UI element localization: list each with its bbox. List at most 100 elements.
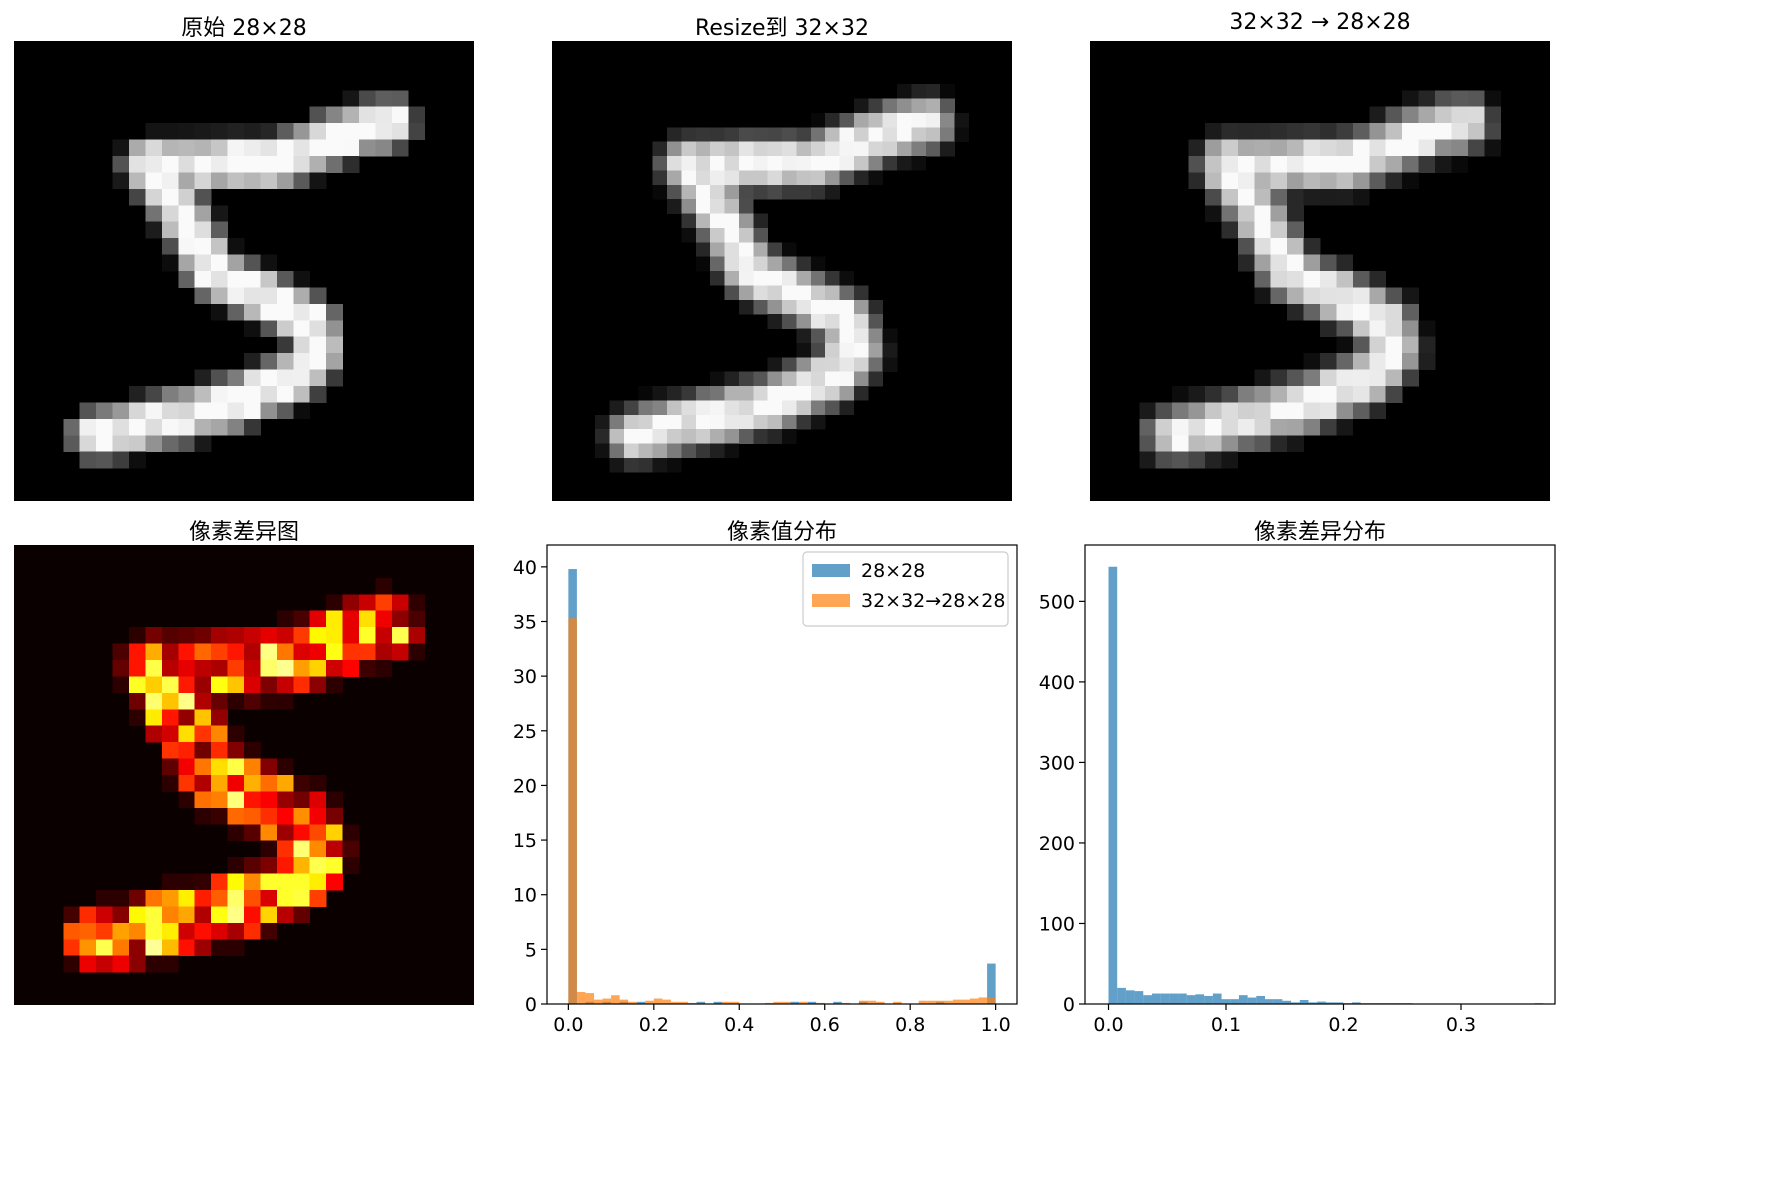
back-pixel bbox=[1468, 107, 1485, 124]
diff-pixel bbox=[228, 627, 245, 644]
resized-pixel bbox=[725, 199, 740, 214]
resized-pixel bbox=[725, 214, 740, 229]
back-pixel bbox=[1172, 452, 1189, 469]
resized-pixel bbox=[840, 400, 855, 415]
resized-pixel bbox=[710, 242, 725, 257]
resized-pixel bbox=[681, 199, 696, 214]
back-pixel bbox=[1353, 370, 1370, 387]
original-pixel bbox=[326, 304, 343, 321]
resized-pixel bbox=[782, 127, 797, 142]
diff-pixel bbox=[310, 874, 327, 891]
diff-pixel bbox=[260, 644, 277, 661]
back-pixel bbox=[1402, 353, 1419, 370]
original-pixel bbox=[211, 205, 228, 222]
original-pixel bbox=[260, 140, 277, 157]
back-pixel bbox=[1156, 435, 1173, 452]
back-pixel bbox=[1484, 123, 1501, 140]
legend: 28×2832×32→28×28 bbox=[803, 552, 1008, 626]
resized-pixel bbox=[854, 343, 869, 358]
original-pixel bbox=[228, 123, 245, 140]
original-pixel bbox=[145, 222, 162, 239]
original-pixel bbox=[293, 320, 310, 337]
resized-pixel bbox=[911, 156, 926, 171]
diff-pixel bbox=[162, 726, 179, 743]
resized-pixel bbox=[840, 314, 855, 329]
back-pixel bbox=[1238, 205, 1255, 222]
back-pixel bbox=[1271, 287, 1288, 304]
diff-pixel bbox=[293, 906, 310, 923]
diff-pixel bbox=[211, 693, 228, 710]
back-pixel bbox=[1271, 386, 1288, 403]
resized-pixel bbox=[710, 170, 725, 185]
back-pixel bbox=[1238, 189, 1255, 206]
back-pixel bbox=[1304, 370, 1321, 387]
histogram-bar bbox=[961, 1000, 970, 1004]
resized-pixel bbox=[868, 357, 883, 372]
diff-pixel bbox=[145, 676, 162, 693]
diff-pixel bbox=[162, 956, 179, 973]
histogram-bar bbox=[654, 999, 663, 1004]
diff-pixel bbox=[408, 644, 425, 661]
back-pixel bbox=[1205, 172, 1222, 189]
resized-pixel bbox=[926, 99, 941, 114]
back-pixel bbox=[1402, 370, 1419, 387]
resized-pixel bbox=[811, 329, 826, 344]
diff-pixel bbox=[244, 660, 261, 677]
back-pixel bbox=[1369, 370, 1386, 387]
diff-pixel bbox=[343, 594, 360, 611]
resized-pixel bbox=[768, 300, 783, 315]
back-pixel bbox=[1254, 172, 1271, 189]
resized-pixel bbox=[696, 199, 711, 214]
diff-pixel bbox=[178, 676, 195, 693]
diff-pixel bbox=[228, 660, 245, 677]
resized-pixel bbox=[696, 156, 711, 171]
back-pixel bbox=[1386, 156, 1403, 173]
diff-pixel bbox=[211, 775, 228, 792]
back-pixel bbox=[1189, 156, 1206, 173]
original-pixel bbox=[293, 353, 310, 370]
back-pixel bbox=[1320, 271, 1337, 288]
resized-pixel bbox=[854, 113, 869, 128]
diff-pixel bbox=[228, 923, 245, 940]
resized-pixel bbox=[883, 357, 898, 372]
diff-pixel bbox=[195, 874, 212, 891]
diff-pixel bbox=[211, 923, 228, 940]
back-pixel bbox=[1336, 419, 1353, 436]
histogram-bar bbox=[1256, 996, 1265, 1004]
original-pixel bbox=[113, 435, 130, 452]
diff-pixel bbox=[260, 660, 277, 677]
back-pixel bbox=[1271, 172, 1288, 189]
resized-pixel bbox=[782, 242, 797, 257]
original-pixel bbox=[392, 140, 409, 157]
diff-pixel bbox=[244, 627, 261, 644]
resized-pixel bbox=[768, 415, 783, 430]
original-pixel bbox=[63, 435, 80, 452]
legend-label: 32×32→28×28 bbox=[861, 590, 1005, 612]
original-pixel bbox=[145, 205, 162, 222]
resized-pixel bbox=[940, 113, 955, 128]
resized-pixel bbox=[681, 185, 696, 200]
back-pixel bbox=[1304, 287, 1321, 304]
back-pixel bbox=[1271, 189, 1288, 206]
back-pixel bbox=[1254, 255, 1271, 272]
resized-pixel bbox=[955, 127, 970, 142]
histogram-bar bbox=[1178, 994, 1187, 1004]
diff-pixel bbox=[178, 627, 195, 644]
back-pixel bbox=[1254, 205, 1271, 222]
back-pixel bbox=[1271, 222, 1288, 239]
diff-pixel bbox=[162, 759, 179, 776]
resized-pixel bbox=[710, 372, 725, 387]
diff-pixel bbox=[145, 890, 162, 907]
resized-pixel bbox=[725, 415, 740, 430]
back-pixel bbox=[1271, 123, 1288, 140]
original-pixel bbox=[326, 107, 343, 124]
panel-title-original: 原始 28×28 bbox=[14, 10, 474, 42]
diff-pixel bbox=[178, 923, 195, 940]
original-pixel bbox=[129, 386, 146, 403]
original-pixel bbox=[310, 107, 327, 124]
resized-pixel bbox=[710, 127, 725, 142]
diff-pixel bbox=[359, 644, 376, 661]
resized-pixel bbox=[768, 372, 783, 387]
original-pixel bbox=[129, 419, 146, 436]
resized-pixel bbox=[710, 199, 725, 214]
